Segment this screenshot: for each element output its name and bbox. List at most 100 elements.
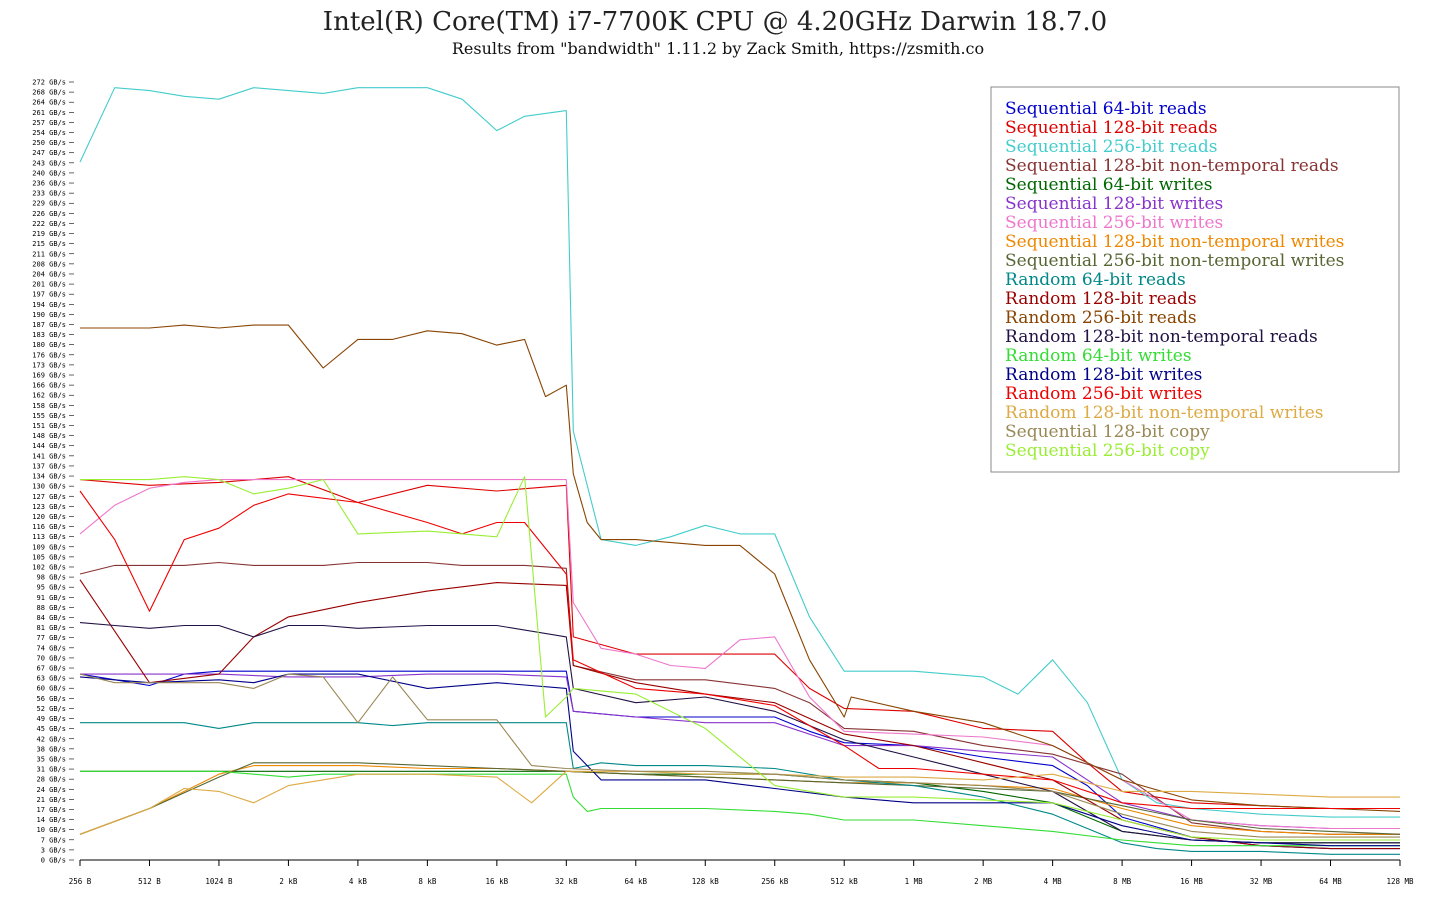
series-line-sequential-128-bit-writes [80,673,1400,830]
x-tick-label: 2 MB [974,877,993,886]
y-tick-label: 42 GB/s [36,735,66,743]
legend-entry: Random 128-bit non-temporal reads [1005,327,1318,347]
chart-subtitle: Results from "bandwidth" 1.11.2 by Zack … [452,39,984,58]
series-line-random-256-bit-writes [79,490,1400,810]
y-tick-label: 197 GB/s [32,291,66,299]
series-line-random-256-bit-reads [80,324,1401,812]
y-tick-label: 211 GB/s [32,250,66,258]
y-tick-label: 264 GB/s [32,99,66,107]
y-tick-label: 194 GB/s [32,301,66,309]
y-tick-label: 7 GB/s [41,836,66,844]
y-tick-label: 180 GB/s [32,341,66,349]
legend-entry: Random 256-bit reads [1005,308,1197,328]
y-tick-label: 204 GB/s [32,270,66,278]
y-axis-ticks: 0 GB/s 3 GB/s 7 GB/s 10 GB/s 14 GB/s 17 GB/s 2… [32,79,74,865]
y-tick-label: 141 GB/s [32,452,66,460]
legend-entry: Sequential 256-bit non-temporal writes [1005,251,1344,271]
y-tick-label: 243 GB/s [32,159,66,167]
y-tick-label: 130 GB/s [32,483,66,491]
chart-title: Intel(R) Core(TM) i7-7700K CPU @ 4.20GHz… [323,7,1107,37]
series-line-sequential-64-bit-reads [79,670,1400,850]
y-tick-label: 261 GB/s [32,109,66,117]
y-tick-label: 257 GB/s [32,119,66,127]
y-tick-label: 95 GB/s [36,584,66,592]
series-line-sequential-128-bit-copy [79,673,1400,838]
series-line-sequential-256-bit-copy [80,476,1400,841]
y-tick-label: 63 GB/s [36,675,66,683]
y-tick-label: 0 GB/s [41,857,66,865]
y-tick-label: 208 GB/s [32,260,66,268]
x-tick-label: 64 kB [625,877,648,886]
x-tick-label: 1 MB [905,877,924,886]
y-tick-label: 169 GB/s [32,372,66,380]
y-tick-label: 176 GB/s [32,351,66,359]
x-tick-label: 16 kB [486,877,509,886]
y-tick-label: 201 GB/s [32,281,66,289]
series-lines [79,87,1401,855]
y-tick-label: 81 GB/s [36,624,66,632]
y-tick-label: 219 GB/s [32,230,66,238]
y-tick-label: 10 GB/s [36,826,66,834]
y-tick-label: 49 GB/s [36,715,66,723]
x-tick-label: 4 MB [1044,877,1063,886]
legend-entry: Sequential 64-bit writes [1005,175,1212,195]
y-tick-label: 240 GB/s [32,169,66,177]
y-tick-label: 56 GB/s [36,695,66,703]
y-tick-label: 3 GB/s [41,846,66,854]
x-tick-label: 32 MB [1250,877,1273,886]
y-tick-label: 134 GB/s [32,473,66,481]
series-line-sequential-256-bit-reads [79,87,1400,818]
legend-entry: Sequential 128-bit writes [1005,194,1223,214]
y-tick-label: 233 GB/s [32,190,66,198]
y-tick-label: 98 GB/s [36,574,66,582]
x-tick-label: 32 kB [555,877,578,886]
y-tick-label: 45 GB/s [36,725,66,733]
legend-entry: Sequential 64-bit reads [1005,99,1207,119]
series-line-sequential-256-bit-non-temporal-writes [79,762,1401,835]
y-tick-label: 77 GB/s [36,634,66,642]
y-tick-label: 84 GB/s [36,614,66,622]
x-tick-label: 8 MB [1113,877,1132,886]
legend-entry: Random 128-bit reads [1005,289,1197,309]
y-tick-label: 109 GB/s [32,543,66,551]
y-tick-label: 28 GB/s [36,776,66,784]
legend-entry: Sequential 128-bit non-temporal writes [1005,232,1344,252]
y-tick-label: 272 GB/s [32,79,66,87]
x-tick-label: 4 kB [349,877,368,886]
y-tick-label: 183 GB/s [32,331,66,339]
y-tick-label: 123 GB/s [32,503,66,511]
x-tick-label: 512 B [138,877,161,886]
y-tick-label: 24 GB/s [36,786,66,794]
legend-entry: Sequential 128-bit copy [1005,422,1210,442]
legend-box [990,86,1400,473]
y-tick-label: 113 GB/s [32,533,66,541]
y-tick-label: 74 GB/s [36,644,66,652]
y-tick-label: 190 GB/s [32,311,66,319]
y-tick-label: 137 GB/s [32,462,66,470]
y-tick-label: 148 GB/s [32,432,66,440]
y-tick-label: 155 GB/s [32,412,66,420]
legend-entry: Random 64-bit writes [1005,346,1192,366]
x-tick-label: 256 kB [761,877,789,886]
x-tick-label: 128 MB [1386,877,1414,886]
x-axis-ticks: 256 B 512 B 1024 B 2 kB 4 kB 8 kB 16 kB 32 kB 64… [69,860,1414,886]
y-tick-label: 91 GB/s [36,594,66,602]
y-tick-label: 31 GB/s [36,766,66,774]
y-tick-label: 268 GB/s [32,89,66,97]
y-tick-label: 247 GB/s [32,149,66,157]
legend-entry: Random 128-bit writes [1005,365,1202,385]
y-tick-label: 105 GB/s [32,553,66,561]
legend-entry: Random 64-bit reads [1005,270,1186,290]
y-tick-label: 88 GB/s [36,604,66,612]
y-tick-label: 144 GB/s [32,442,66,450]
legend-entry: Sequential 256-bit writes [1005,213,1223,233]
legend-entry: Sequential 256-bit reads [1005,137,1217,157]
y-tick-label: 151 GB/s [32,422,66,430]
series-line-sequential-128-bit-non-temporal-reads [79,561,1400,835]
y-tick-label: 17 GB/s [36,806,66,814]
y-tick-label: 14 GB/s [36,816,66,824]
x-tick-label: 256 B [69,877,92,886]
y-tick-label: 158 GB/s [32,402,66,410]
legend-entry: Sequential 128-bit non-temporal reads [1005,156,1339,176]
series-line-random-128-bit-writes [79,673,1400,847]
